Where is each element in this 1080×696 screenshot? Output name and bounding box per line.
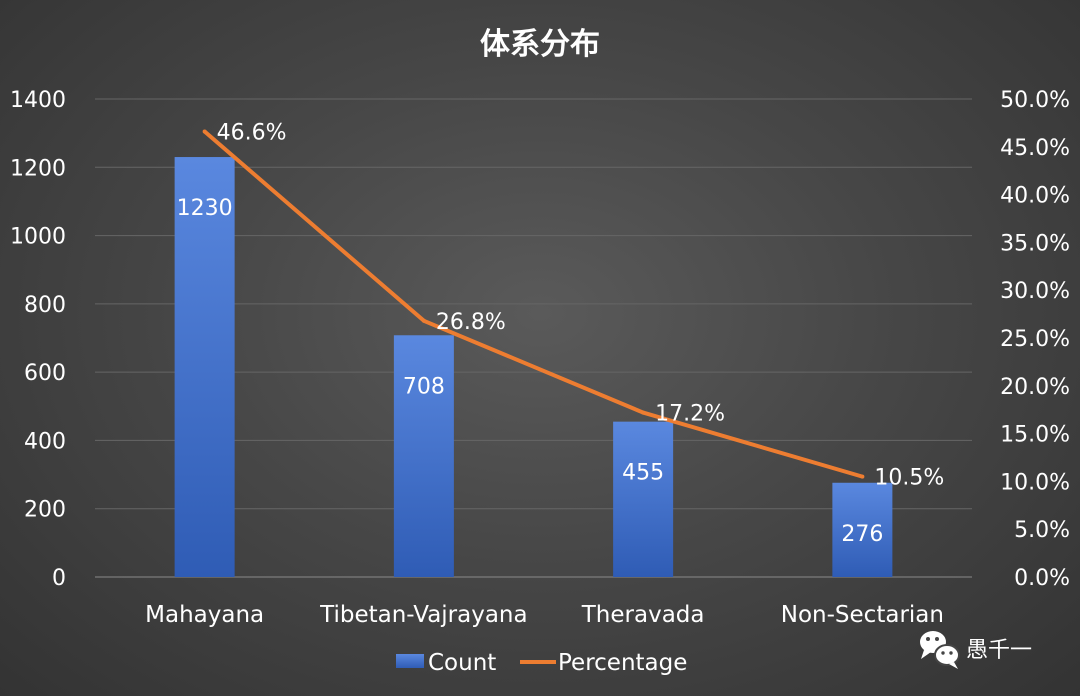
bar bbox=[393, 335, 454, 577]
bar-data-label: 1230 bbox=[177, 196, 233, 221]
x-category-label: Tibetan-Vajrayana bbox=[319, 602, 527, 628]
line-series: 46.6% 26.8% 17.2% 10.5% bbox=[202, 121, 944, 491]
watermark: 愚千一 bbox=[920, 631, 1032, 669]
y-right-tick-label: 20.0% bbox=[1000, 375, 1070, 400]
y-right-tick-label: 15.0% bbox=[1000, 423, 1070, 448]
legend-percentage-label: Percentage bbox=[558, 650, 687, 676]
line-point bbox=[202, 129, 207, 134]
y-left-tick-label: 600 bbox=[24, 361, 66, 386]
y-right-tick-label: 50.0% bbox=[1000, 88, 1070, 113]
line-data-label: 17.2% bbox=[655, 402, 725, 427]
y-left-tick-label: 200 bbox=[24, 498, 66, 523]
bar bbox=[613, 421, 674, 577]
y-right-tick-label: 30.0% bbox=[1000, 279, 1070, 304]
y-axis-right: 0.0% 5.0% 10.0% 15.0% 20.0% 25.0% 30.0% 35.0% 40… bbox=[1000, 88, 1070, 591]
x-category-label: Theravada bbox=[581, 602, 705, 628]
y-right-tick-label: 35.0% bbox=[1000, 231, 1070, 256]
y-axis-left: 0 200 400 600 800 1000 1200 1400 bbox=[10, 88, 66, 591]
legend: Count Percentage bbox=[396, 650, 687, 676]
gridlines bbox=[95, 98, 972, 578]
y-right-tick-label: 10.0% bbox=[1000, 470, 1070, 495]
y-left-tick-label: 800 bbox=[24, 293, 66, 318]
legend-count-label: Count bbox=[428, 650, 496, 676]
bar bbox=[832, 482, 893, 577]
bar bbox=[174, 157, 235, 578]
chart-title: 体系分布 bbox=[480, 27, 600, 62]
y-left-tick-label: 1000 bbox=[10, 225, 66, 250]
y-right-tick-label: 45.0% bbox=[1000, 136, 1070, 161]
y-right-tick-label: 5.0% bbox=[1014, 518, 1070, 543]
bar-data-label: 708 bbox=[403, 374, 445, 399]
line-data-label: 26.8% bbox=[436, 310, 506, 335]
legend-count-swatch bbox=[396, 654, 424, 668]
bar-data-label: 276 bbox=[841, 522, 883, 547]
y-right-tick-label: 40.0% bbox=[1000, 184, 1070, 209]
y-left-tick-label: 1200 bbox=[10, 156, 66, 181]
bar-series: 1230 708 455 276 bbox=[174, 157, 893, 578]
y-left-tick-label: 400 bbox=[24, 429, 66, 454]
line-point bbox=[421, 318, 426, 323]
x-axis-categories: Mahayana Tibetan-Vajrayana Theravada Non-Se… bbox=[145, 602, 944, 628]
bar-data-label: 455 bbox=[622, 461, 664, 486]
x-category-label: Non-Sectarian bbox=[781, 602, 944, 628]
x-category-label: Mahayana bbox=[145, 602, 264, 628]
y-left-tick-label: 1400 bbox=[10, 88, 66, 113]
line-data-label: 46.6% bbox=[217, 121, 287, 146]
y-left-tick-label: 0 bbox=[52, 566, 66, 591]
percentage-line bbox=[203, 129, 863, 479]
line-point bbox=[860, 474, 865, 479]
wechat-icon bbox=[920, 631, 960, 669]
y-right-tick-label: 25.0% bbox=[1000, 327, 1070, 352]
y-right-tick-label: 0.0% bbox=[1014, 566, 1070, 591]
line-data-label: 10.5% bbox=[874, 466, 944, 491]
line-point bbox=[641, 410, 646, 415]
watermark-text: 愚千一 bbox=[966, 638, 1032, 663]
